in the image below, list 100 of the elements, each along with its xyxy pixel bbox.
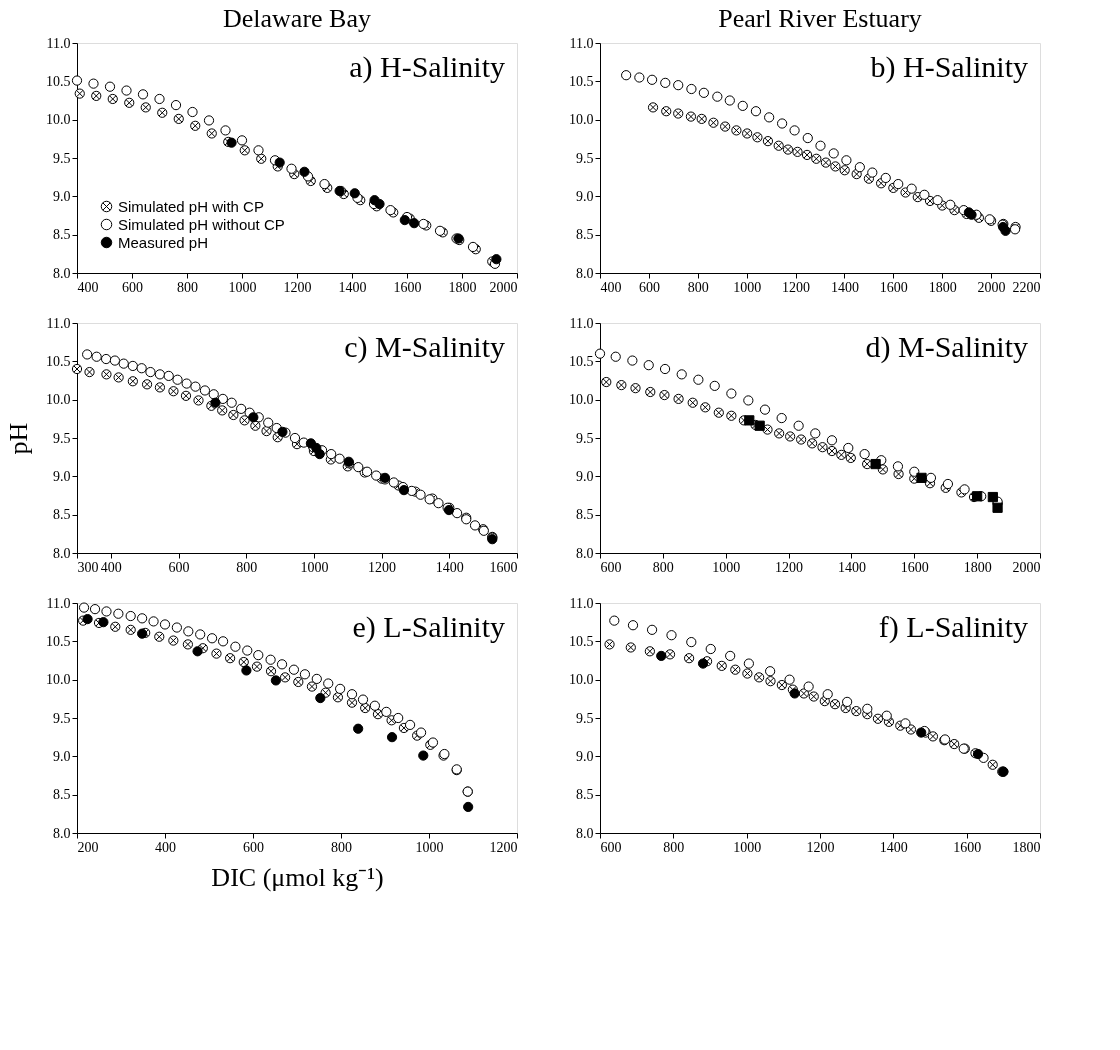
x-tick-label: 1800 xyxy=(963,559,992,575)
chart-subtitle: a) H-Salinity xyxy=(349,50,505,84)
x-tick-label: 800 xyxy=(177,279,198,295)
y-tick-label: 10.5 xyxy=(46,633,71,649)
y-tick-label: 9.5 xyxy=(53,430,71,446)
y-tick-label: 11.0 xyxy=(569,35,594,51)
x-tick-label: 1000 xyxy=(733,839,762,855)
y-tick-label: 10.0 xyxy=(46,112,71,128)
x-tick-label: 2000 xyxy=(489,279,518,295)
x-tick-label: 1400 xyxy=(435,559,464,575)
chart-subtitle: d) M-Salinity xyxy=(865,330,1028,364)
y-tick-label: 9.0 xyxy=(53,468,71,484)
y-tick-label: 8.5 xyxy=(53,227,71,243)
y-tick-label: 8.5 xyxy=(576,227,594,243)
x-tick-label: 600 xyxy=(122,279,143,295)
x-axis-title: DIC (μmol kg⁻¹) xyxy=(211,862,384,892)
y-tick-label: 11.0 xyxy=(46,315,71,331)
x-tick-label: 600 xyxy=(600,839,622,855)
x-tick-label: 1000 xyxy=(415,839,444,855)
chart-title: Pearl River Estuary xyxy=(718,4,922,33)
chart-subtitle: e) L-Salinity xyxy=(352,610,505,644)
y-tick-label: 9.5 xyxy=(53,150,71,166)
x-tick-label: 600 xyxy=(638,279,660,295)
x-tick-label: 1600 xyxy=(489,559,518,575)
y-tick-label: 8.0 xyxy=(576,545,594,561)
x-tick-label: 600 xyxy=(243,839,264,855)
x-tick-label: 800 xyxy=(331,839,352,855)
legend-label: Measured pH xyxy=(118,233,209,251)
x-tick-label: 400 xyxy=(600,279,622,295)
x-tick-label: 1200 xyxy=(489,839,518,855)
x-tick-label: 2000 xyxy=(977,279,1006,295)
y-tick-label: 8.5 xyxy=(53,787,71,803)
y-tick-label: 10.5 xyxy=(46,353,71,369)
x-tick-label: 200 xyxy=(77,839,99,855)
y-tick-label: 11.0 xyxy=(46,35,71,51)
x-tick-label: 400 xyxy=(155,839,176,855)
x-tick-label: 300 xyxy=(77,559,99,575)
x-tick-label: 2000 xyxy=(1012,559,1041,575)
x-tick-label: 1400 xyxy=(338,279,367,295)
chart-subtitle: c) M-Salinity xyxy=(344,330,505,364)
y-tick-label: 10.5 xyxy=(46,73,71,89)
legend-label: Simulated pH with CP xyxy=(118,197,264,215)
y-tick-label: 9.0 xyxy=(576,188,594,204)
chart-subtitle: b) H-Salinity xyxy=(870,50,1028,84)
y-tick-label: 10.0 xyxy=(569,672,594,688)
x-tick-label: 1400 xyxy=(879,839,908,855)
x-tick-label: 1000 xyxy=(712,559,741,575)
y-tick-label: 11.0 xyxy=(569,595,594,611)
chart-title: Delaware Bay xyxy=(223,4,371,33)
y-tick-label: 11.0 xyxy=(569,315,594,331)
y-tick-label: 9.0 xyxy=(53,188,71,204)
x-tick-label: 1600 xyxy=(900,559,929,575)
y-tick-label: 10.5 xyxy=(569,633,594,649)
y-tick-label: 8.0 xyxy=(576,265,594,281)
x-tick-label: 800 xyxy=(652,559,674,575)
y-tick-label: 8.5 xyxy=(53,507,71,523)
x-tick-label: 1400 xyxy=(837,559,866,575)
x-tick-label: 2200 xyxy=(1012,279,1041,295)
y-tick-label: 8.0 xyxy=(576,825,594,841)
y-tick-label: 10.0 xyxy=(569,392,594,408)
x-tick-label: 1200 xyxy=(368,559,397,575)
x-tick-label: 1000 xyxy=(733,279,762,295)
x-tick-label: 600 xyxy=(600,559,622,575)
y-tick-label: 8.0 xyxy=(53,825,71,841)
x-tick-label: 1800 xyxy=(1012,839,1041,855)
y-tick-label: 9.0 xyxy=(576,748,594,764)
y-axis-title: pH xyxy=(4,422,33,455)
x-tick-label: 1800 xyxy=(448,279,477,295)
y-tick-label: 11.0 xyxy=(46,595,71,611)
x-tick-label: 1200 xyxy=(283,279,312,295)
chart-subtitle: f) L-Salinity xyxy=(878,610,1028,644)
x-tick-label: 600 xyxy=(168,559,190,575)
y-tick-label: 10.0 xyxy=(46,672,71,688)
y-tick-label: 10.5 xyxy=(569,73,594,89)
x-tick-label: 1200 xyxy=(806,839,835,855)
y-tick-label: 9.0 xyxy=(53,748,71,764)
y-tick-label: 9.5 xyxy=(576,430,594,446)
y-tick-label: 9.0 xyxy=(576,468,594,484)
y-tick-label: 8.5 xyxy=(576,787,594,803)
y-tick-label: 9.5 xyxy=(576,710,594,726)
x-tick-label: 800 xyxy=(236,559,258,575)
y-tick-label: 8.5 xyxy=(576,507,594,523)
x-tick-label: 1600 xyxy=(393,279,422,295)
x-tick-label: 400 xyxy=(77,279,99,295)
x-tick-label: 400 xyxy=(100,559,122,575)
y-tick-label: 9.5 xyxy=(53,710,71,726)
y-tick-label: 8.0 xyxy=(53,265,71,281)
y-tick-label: 10.5 xyxy=(569,353,594,369)
legend-label: Simulated pH without CP xyxy=(118,215,285,233)
y-tick-label: 9.5 xyxy=(576,150,594,166)
y-tick-label: 8.0 xyxy=(53,545,71,561)
x-tick-label: 1800 xyxy=(928,279,957,295)
x-tick-label: 1000 xyxy=(228,279,257,295)
x-tick-label: 1200 xyxy=(775,559,804,575)
x-tick-label: 1400 xyxy=(830,279,859,295)
x-tick-label: 1200 xyxy=(782,279,811,295)
x-tick-label: 800 xyxy=(663,839,685,855)
x-tick-label: 1600 xyxy=(879,279,908,295)
x-tick-label: 800 xyxy=(687,279,709,295)
x-tick-label: 1600 xyxy=(953,839,982,855)
